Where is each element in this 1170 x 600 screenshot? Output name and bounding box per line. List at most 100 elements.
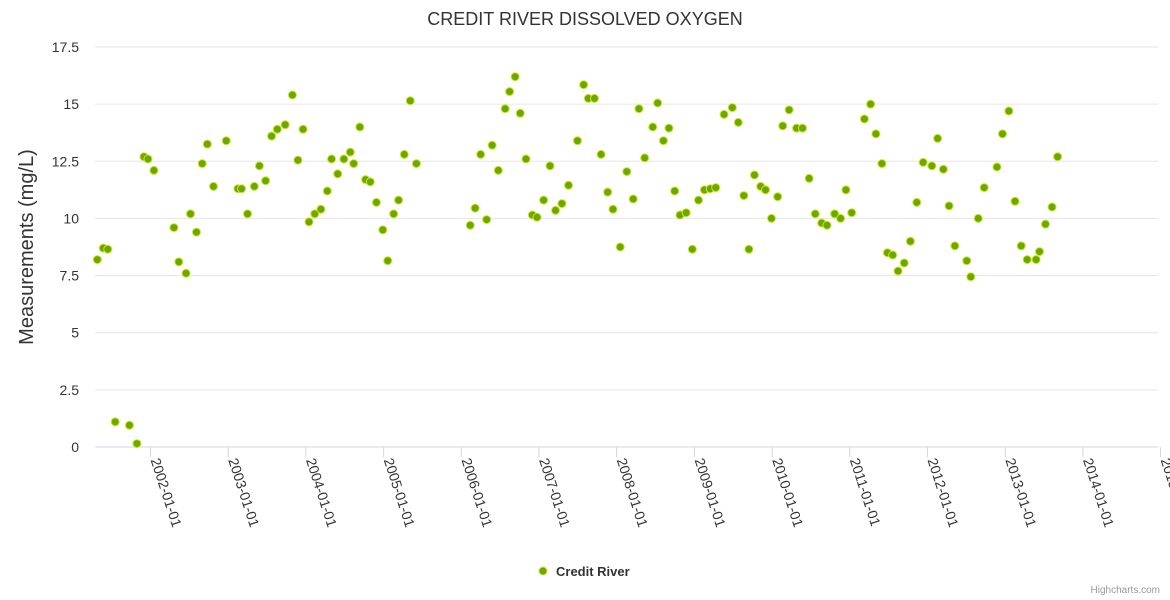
legend[interactable]: Credit River [538, 564, 630, 579]
data-point[interactable] [254, 161, 264, 171]
data-point[interactable] [515, 108, 525, 118]
data-point[interactable] [579, 80, 589, 90]
data-point[interactable] [866, 99, 876, 109]
data-point[interactable] [681, 208, 691, 218]
data-point[interactable] [316, 204, 326, 214]
data-point[interactable] [476, 149, 486, 159]
data-point[interactable] [622, 167, 632, 177]
data-point[interactable] [1016, 241, 1026, 251]
data-point[interactable] [399, 149, 409, 159]
data-point[interactable] [539, 195, 549, 205]
data-point[interactable] [778, 121, 788, 131]
data-point[interactable] [103, 244, 113, 254]
data-point[interactable] [615, 242, 625, 252]
data-point[interactable] [997, 129, 1007, 139]
data-point[interactable] [893, 266, 903, 276]
data-point[interactable] [766, 213, 776, 223]
data-point[interactable] [836, 213, 846, 223]
data-point[interactable] [830, 209, 840, 219]
data-point[interactable] [564, 180, 574, 190]
data-point[interactable] [1004, 106, 1014, 116]
data-point[interactable] [304, 217, 314, 227]
data-point[interactable] [944, 201, 954, 211]
data-point[interactable] [973, 213, 983, 223]
data-point[interactable] [784, 105, 794, 115]
data-point[interactable] [877, 159, 887, 169]
data-point[interactable] [603, 187, 613, 197]
data-point[interactable] [979, 183, 989, 193]
data-point[interactable] [327, 154, 337, 164]
data-point[interactable] [798, 123, 808, 133]
data-point[interactable] [761, 185, 771, 195]
data-point[interactable] [888, 250, 898, 260]
data-point[interactable] [551, 205, 561, 215]
data-point[interactable] [181, 268, 191, 278]
data-point[interactable] [822, 220, 832, 230]
data-point[interactable] [634, 104, 644, 114]
data-point[interactable] [545, 161, 555, 171]
data-point[interactable] [658, 136, 668, 146]
data-point[interactable] [186, 209, 196, 219]
data-point[interactable] [355, 122, 365, 132]
data-point[interactable] [711, 183, 721, 193]
data-point[interactable] [339, 154, 349, 164]
data-point[interactable] [596, 149, 606, 159]
data-point[interactable] [208, 181, 218, 191]
data-point[interactable] [221, 136, 231, 146]
data-point[interactable] [505, 87, 515, 97]
data-point[interactable] [322, 186, 332, 196]
data-point[interactable] [389, 209, 399, 219]
data-point[interactable] [859, 114, 869, 124]
data-point[interactable] [521, 154, 531, 164]
data-point[interactable] [487, 140, 497, 150]
data-point[interactable] [810, 209, 820, 219]
data-point[interactable] [532, 212, 542, 222]
data-point[interactable] [465, 220, 475, 230]
data-point[interactable] [143, 154, 153, 164]
data-point[interactable] [293, 155, 303, 165]
data-point[interactable] [394, 195, 404, 205]
data-point[interactable] [287, 90, 297, 100]
data-point[interactable] [310, 209, 320, 219]
data-point[interactable] [871, 129, 881, 139]
data-point[interactable] [1035, 247, 1045, 257]
data-point[interactable] [653, 98, 663, 108]
data-point[interactable] [992, 162, 1002, 172]
data-point[interactable] [933, 133, 943, 143]
data-point[interactable] [739, 191, 749, 201]
data-point[interactable] [132, 439, 142, 449]
data-point[interactable] [371, 197, 381, 207]
data-point[interactable] [938, 164, 948, 174]
data-point[interactable] [1022, 255, 1032, 265]
data-point[interactable] [249, 181, 259, 191]
data-point[interactable] [482, 215, 492, 225]
data-point[interactable] [927, 161, 937, 171]
data-point[interactable] [628, 194, 638, 204]
data-point[interactable] [510, 72, 520, 82]
data-point[interactable] [589, 93, 599, 103]
data-point[interactable] [1047, 202, 1057, 212]
data-point[interactable] [365, 177, 375, 187]
data-point[interactable] [664, 123, 674, 133]
data-point[interactable] [1053, 152, 1063, 162]
data-point[interactable] [383, 256, 393, 266]
data-point[interactable] [608, 204, 618, 214]
data-point[interactable] [648, 122, 658, 132]
data-point[interactable] [572, 136, 582, 146]
data-point[interactable] [405, 96, 415, 106]
data-point[interactable] [272, 124, 282, 134]
data-point[interactable] [110, 417, 120, 427]
data-point[interactable] [345, 147, 355, 157]
data-point[interactable] [493, 165, 503, 175]
data-point[interactable] [1031, 255, 1041, 265]
data-point[interactable] [124, 420, 134, 430]
data-point[interactable] [912, 197, 922, 207]
data-point[interactable] [773, 192, 783, 202]
data-point[interactable] [719, 109, 729, 119]
data-point[interactable] [966, 272, 976, 282]
data-point[interactable] [470, 203, 480, 213]
data-point[interactable] [267, 131, 277, 141]
data-point[interactable] [1040, 219, 1050, 229]
data-point[interactable] [744, 244, 754, 254]
data-point[interactable] [733, 117, 743, 127]
